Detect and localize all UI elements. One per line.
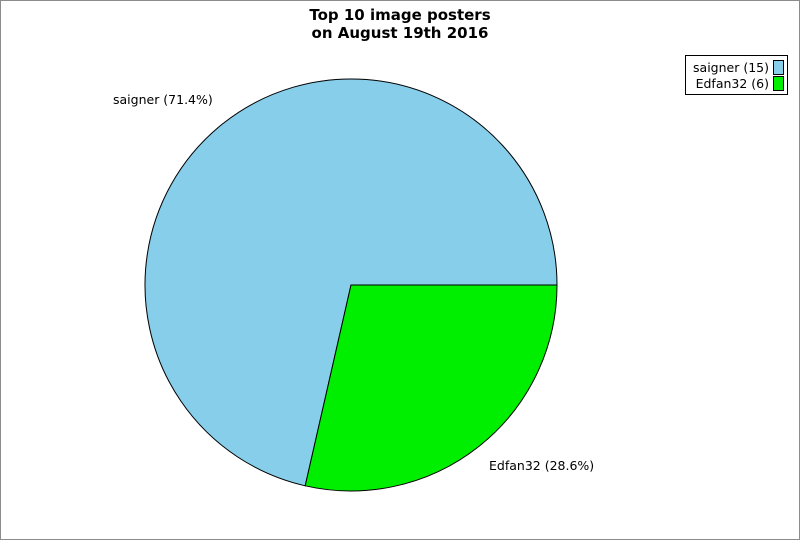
legend-box: saigner (15) Edfan32 (6)	[685, 55, 788, 95]
legend-swatch-edfan32	[773, 75, 784, 91]
legend-row-edfan32: Edfan32 (6)	[690, 75, 784, 91]
slice-label-saigner: saigner (71.4%)	[113, 92, 213, 107]
chart-title: Top 10 image posters on August 19th 2016	[1, 6, 799, 42]
legend-swatch-saigner	[773, 59, 784, 75]
pie-slice-Edfan32	[304, 284, 558, 492]
chart-title-line1: Top 10 image posters	[309, 6, 491, 24]
legend-label-edfan32: Edfan32 (6)	[695, 75, 769, 91]
legend-label-saigner: saigner (15)	[693, 59, 769, 75]
slice-label-edfan32: Edfan32 (28.6%)	[489, 458, 595, 473]
chart-title-line2: on August 19th 2016	[311, 24, 489, 42]
legend-row-saigner: saigner (15)	[690, 59, 784, 75]
pie-slice-saigner	[144, 78, 558, 487]
